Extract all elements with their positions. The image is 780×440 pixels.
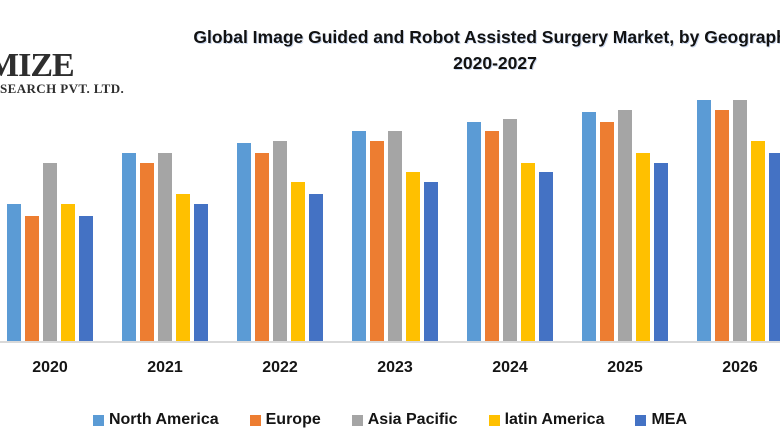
- x-axis-label-2023: 2023: [377, 359, 413, 376]
- company-logo-text: MIZE: [0, 47, 75, 84]
- legend-label-europe: Europe: [265, 411, 321, 428]
- bar-mea-2021: [194, 204, 208, 341]
- legend-label-north-america: North America: [108, 411, 219, 428]
- x-axis-label-2020: 2020: [32, 359, 68, 376]
- legend-swatch-mea: [635, 414, 647, 426]
- bar-mea-2025: [654, 163, 668, 341]
- bar-europe-2020: [25, 216, 39, 341]
- bar-latin-america-2026: [751, 141, 765, 341]
- legend-item-mea: MEA: [635, 411, 687, 429]
- bar-latin-america-2024: [521, 163, 535, 341]
- bar-north-america-2020: [7, 204, 21, 341]
- bar-group-2021: [122, 153, 208, 341]
- bar-group-2023: [352, 131, 438, 341]
- bar-mea-2022: [309, 194, 323, 341]
- bar-latin-america-2020: [61, 204, 75, 341]
- chart-legend: North America Europe Asia Pacific latin Ame…: [0, 411, 780, 429]
- legend-swatch-latin-america: [488, 414, 500, 426]
- bar-europe-2023: [370, 141, 384, 341]
- bar-north-america-2025: [582, 112, 596, 341]
- bar-north-america-2026: [697, 100, 711, 341]
- chart-title-years: 2020-2027: [453, 53, 537, 73]
- legend-item-asia-pacific: Asia Pacific: [351, 411, 458, 429]
- bar-mea-2020: [79, 216, 93, 341]
- bar-group-2024: [467, 119, 553, 341]
- legend-item-north-america: North America: [92, 411, 219, 429]
- company-logo: MIZE SEARCH PVT. LTD.: [0, 47, 125, 97]
- bar-north-america-2021: [122, 153, 136, 341]
- x-axis-label-2021: 2021: [147, 359, 183, 376]
- legend-swatch-asia-pacific: [351, 414, 363, 426]
- x-axis-line: [0, 341, 780, 343]
- x-axis-label-2022: 2022: [262, 359, 298, 376]
- bar-asia-pacific-2025: [618, 110, 632, 341]
- x-axis-label-2025: 2025: [607, 359, 643, 376]
- bar-group-2022: [237, 141, 323, 341]
- bar-asia-pacific-2026: [733, 100, 747, 341]
- legend-label-mea: MEA: [651, 411, 688, 428]
- bar-europe-2024: [485, 131, 499, 341]
- bar-mea-2024: [539, 172, 553, 341]
- bar-group-2025: [582, 110, 668, 341]
- bar-latin-america-2023: [406, 172, 420, 341]
- chart-title-line1: Global Image Guided and Robot Assisted S…: [193, 27, 780, 47]
- bar-north-america-2022: [237, 143, 251, 341]
- bar-europe-2026: [715, 110, 729, 341]
- company-logo-subtext: SEARCH PVT. LTD.: [0, 81, 125, 96]
- bar-latin-america-2021: [176, 194, 190, 341]
- legend-swatch-europe: [249, 414, 261, 426]
- legend-label-latin-america: latin America: [504, 411, 605, 428]
- bar-europe-2025: [600, 122, 614, 341]
- bar-asia-pacific-2021: [158, 153, 172, 341]
- legend-label-asia-pacific: Asia Pacific: [367, 411, 458, 428]
- bar-latin-america-2022: [291, 182, 305, 341]
- chart-plot-area: [7, 100, 780, 341]
- bar-asia-pacific-2022: [273, 141, 287, 341]
- legend-item-latin-america: latin America: [488, 411, 605, 429]
- bar-group-2026: [697, 100, 780, 341]
- x-axis-label-2026: 2026: [722, 359, 758, 376]
- bar-north-america-2023: [352, 131, 366, 341]
- bar-europe-2021: [140, 163, 154, 341]
- bar-mea-2023: [424, 182, 438, 341]
- bar-latin-america-2025: [636, 153, 650, 341]
- bar-group-2020: [7, 163, 93, 341]
- bar-asia-pacific-2023: [388, 131, 402, 341]
- bar-asia-pacific-2020: [43, 163, 57, 341]
- legend-swatch-north-america: [92, 414, 104, 426]
- bar-mea-2026: [769, 153, 780, 341]
- legend-item-europe: Europe: [249, 411, 321, 429]
- bar-asia-pacific-2024: [503, 119, 517, 341]
- x-axis-label-2024: 2024: [492, 359, 528, 376]
- bar-europe-2022: [255, 153, 269, 341]
- chart-title: Global Image Guided and Robot Assisted S…: [95, 24, 780, 76]
- bar-north-america-2024: [467, 122, 481, 341]
